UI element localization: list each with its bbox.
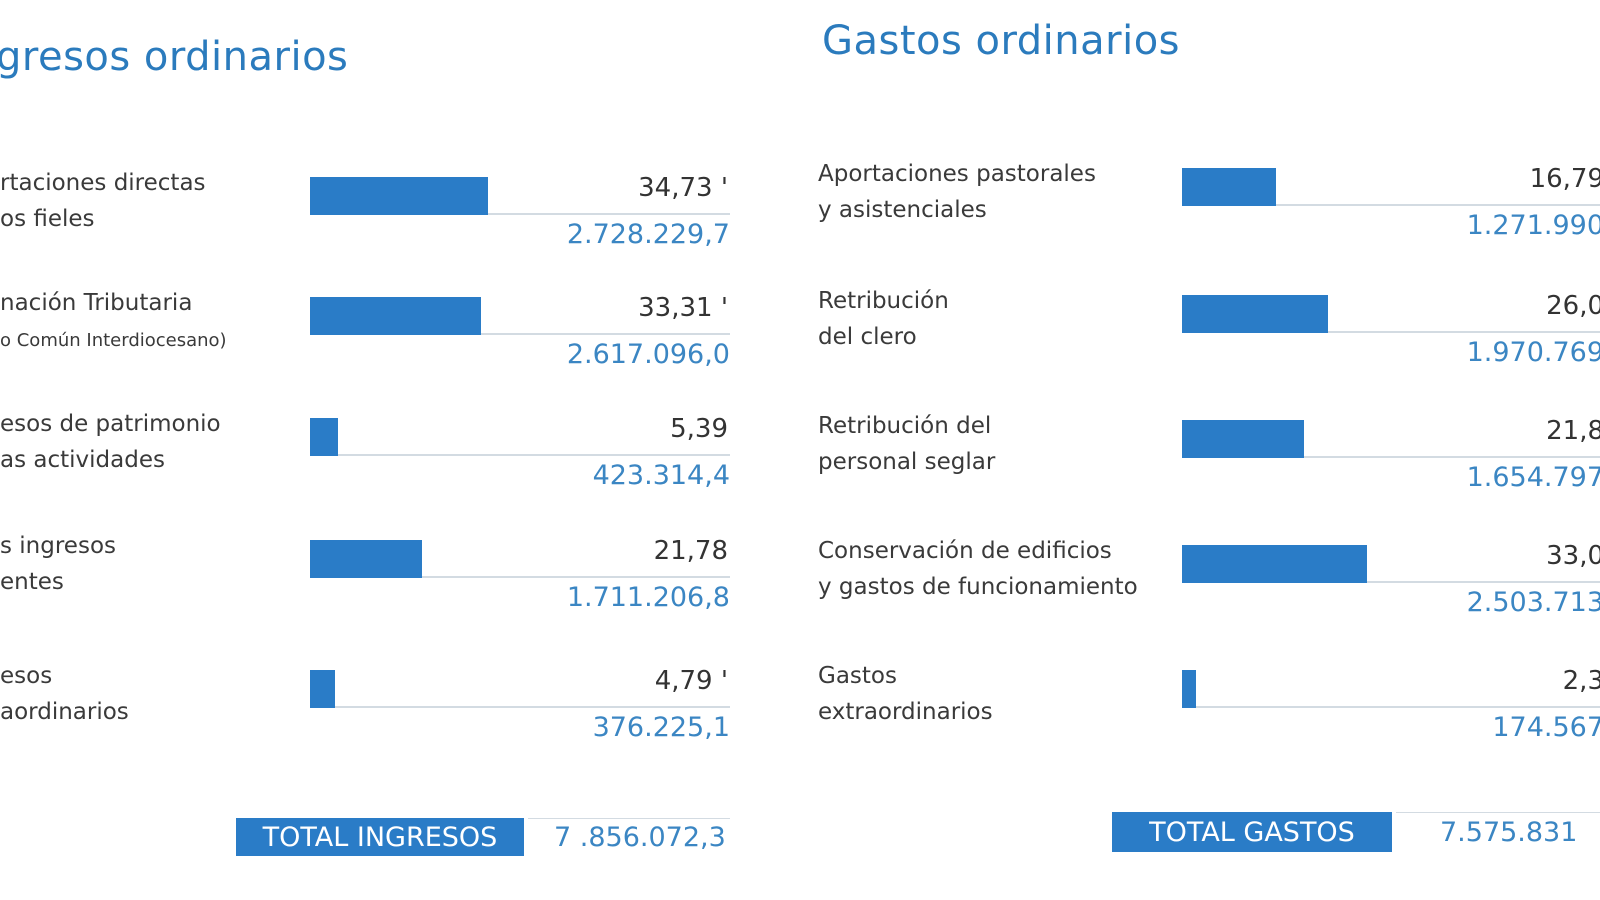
bar	[310, 670, 335, 708]
percent-label: 21,78	[653, 536, 728, 566]
gastos-chart: Aportaciones pastorales y asistenciales 1…	[800, 0, 1600, 900]
category-label: nación Tributaria o Común Interdiocesano…	[0, 290, 227, 351]
bar	[1182, 168, 1277, 206]
percent-label: 26,0	[1546, 291, 1600, 321]
bar	[310, 297, 481, 335]
bar	[310, 177, 489, 215]
category-label: rtaciones directas os fieles	[0, 170, 206, 232]
amount-label: 2.617.096,0	[566, 339, 730, 370]
amount-label: 2.728.229,7	[566, 219, 730, 250]
total-ingresos-label: TOTAL INGRESOS	[236, 818, 524, 856]
percent-label: 33,0	[1546, 541, 1600, 571]
amount-label: 376.225,1	[592, 712, 730, 743]
bar	[1182, 670, 1196, 708]
bar-baseline	[480, 333, 730, 335]
category-label: Retribución del personal seglar	[818, 413, 996, 475]
bar	[1182, 295, 1328, 333]
bar	[1182, 545, 1367, 583]
percent-label: 5,39	[670, 414, 728, 444]
gastos-title: Gastos ordinarios	[822, 18, 1181, 64]
percent-label: 21,8	[1546, 416, 1600, 446]
bar	[310, 418, 338, 456]
bar-baseline	[421, 576, 730, 578]
bar-baseline	[337, 454, 730, 456]
amount-label: 1.970.769	[1466, 337, 1600, 368]
percent-label: 34,73 '	[638, 173, 728, 203]
total-gastos-value: 7.575.831	[1396, 812, 1600, 854]
bar-baseline	[1366, 581, 1600, 583]
ingresos-chart: rtaciones directas os fieles 34,73 ' 2.728…	[0, 0, 730, 900]
total-gastos-label: TOTAL GASTOS	[1112, 812, 1392, 852]
percent-label: 16,79	[1529, 164, 1600, 194]
percent-label: 4,79 '	[654, 666, 728, 696]
percent-label: 2,3	[1562, 666, 1600, 696]
amount-label: 174.567	[1492, 712, 1600, 743]
ingresos-title: gresos ordinarios	[0, 34, 349, 80]
bar	[310, 540, 422, 578]
bar	[1182, 420, 1305, 458]
bar-baseline	[1327, 331, 1600, 333]
percent-label: 33,31 '	[638, 293, 728, 323]
amount-label: 423.314,4	[592, 460, 730, 491]
bar-baseline	[488, 213, 730, 215]
category-label: Gastos extraordinarios	[818, 663, 993, 725]
category-label: Conservación de edificios y gastos de fu…	[818, 538, 1138, 600]
category-label: Retribución del clero	[818, 288, 949, 350]
bar-baseline	[334, 706, 730, 708]
category-label: s ingresos entes	[0, 533, 116, 595]
total-ingresos-value: 7 .856.072,3	[528, 818, 730, 858]
bar-baseline	[1276, 204, 1600, 206]
amount-label: 1.271.990	[1466, 210, 1600, 241]
category-label: esos aordinarios	[0, 663, 129, 725]
category-label: esos de patrimonio as actividades	[0, 411, 221, 473]
amount-label: 2.503.713	[1466, 587, 1600, 618]
category-label: Aportaciones pastorales y asistenciales	[818, 161, 1096, 223]
bar-baseline	[1196, 706, 1600, 708]
amount-label: 1.711.206,8	[566, 582, 730, 613]
amount-label: 1.654.797	[1466, 462, 1600, 493]
bar-baseline	[1304, 456, 1600, 458]
